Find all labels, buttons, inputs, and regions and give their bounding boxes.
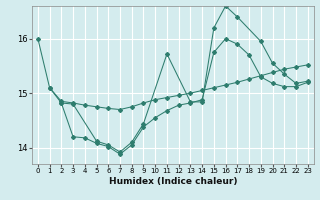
X-axis label: Humidex (Indice chaleur): Humidex (Indice chaleur) [108, 177, 237, 186]
